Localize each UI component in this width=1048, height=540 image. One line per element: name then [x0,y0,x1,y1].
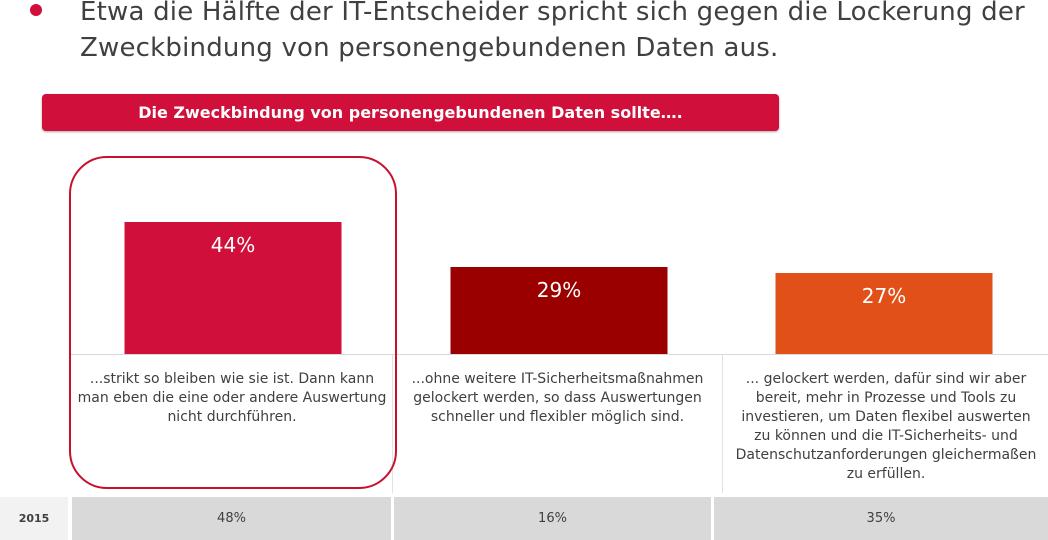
highlight-frame [69,156,397,489]
description-line: ...ohne weitere IT-Sicherheitsmaßnahmen [411,371,704,387]
comparison-value-1: 48% [72,497,391,540]
description-line: investieren, um Daten flexibel auswerten [741,409,1031,425]
headline-line-1: Etwa die Hälfte der IT-Entscheider spric… [80,0,1025,27]
category-description-3: ... gelockert werden, dafür sind wir abe… [724,370,1048,484]
category-description-1: ...strikt so bleiben wie sie ist. Dann k… [72,370,392,427]
description-line: ...strikt so bleiben wie sie ist. Dann k… [89,371,375,387]
headline-line-2: Zweckbindung von personengebundenen Date… [80,33,779,63]
description-line: gelockert werden, so dass Auswertungen [413,390,702,406]
description-line: ... gelockert werden, dafür sind wir abe… [745,371,1027,387]
comparison-row-2015: 2015 48% 16% 35% [0,497,1048,540]
bar-3 [775,273,993,354]
column-separator [722,355,723,493]
bar-value-label-1: 44% [211,233,255,257]
description-line: schneller und flexibler möglich sind. [430,409,685,425]
bar-1 [124,222,342,354]
bar-value-label-2: 29% [537,278,581,302]
bar-chart: 44% 29% 27% [124,222,993,354]
description-line: bereit, mehr in Prozesse und Tools zu [755,390,1017,406]
headline: Etwa die Hälfte der IT-Entscheider spric… [80,0,1040,66]
column-separator [392,355,393,493]
chart-banner-title: Die Zweckbindung von personengebundenen … [42,94,779,131]
chart-baseline [70,354,1048,355]
description-line: man eben die eine oder andere Auswertung [77,390,387,406]
description-line: nicht durchführen. [167,409,297,425]
description-line: Datenschutzanforderungen gleichermaßen [735,447,1037,463]
category-description-2: ...ohne weitere IT-Sicherheitsmaßnahmen … [395,370,720,427]
bullet-point [30,4,42,16]
description-line: zu können und die IT-Sicherheits- und [754,428,1018,444]
comparison-value-3: 35% [714,497,1048,540]
description-line: zu erfüllen. [846,466,926,482]
comparison-value-2: 16% [394,497,711,540]
comparison-year-label: 2015 [0,497,68,540]
bar-value-label-3: 27% [862,284,906,308]
bar-2 [450,267,668,354]
